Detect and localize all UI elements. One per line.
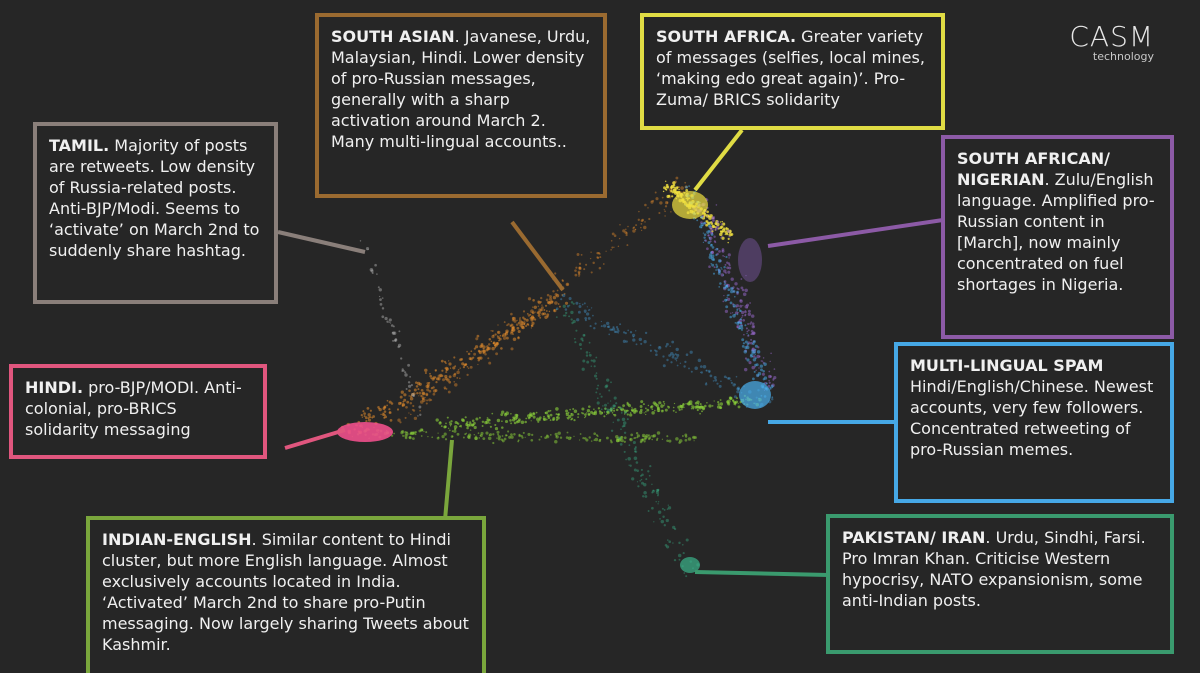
south-asian-cluster-text: . Javanese, Urdu, Malaysian, Hindi. Lowe…	[331, 27, 591, 151]
multi-spam-cluster-title: MULTI-LINGUAL SPAM	[910, 356, 1104, 375]
indian-english-cluster-title: INDIAN-ENGLISH	[102, 530, 252, 549]
tamil-cluster-text: Majority of posts are retweets. Low dens…	[49, 136, 260, 260]
grey-trail	[359, 240, 422, 417]
orange-band	[340, 294, 569, 438]
multi-spam-cluster-box: MULTI-LINGUAL SPAM Hindi/English/Chinese…	[894, 342, 1174, 503]
blue-blob	[739, 381, 771, 409]
south-asian-cluster-box: SOUTH ASIAN. Javanese, Urdu, Malaysian, …	[315, 13, 607, 198]
pakistan-iran-cluster-title: PAKISTAN/ IRAN	[842, 528, 986, 547]
blue-fan	[555, 293, 774, 408]
pakistan-iran-cluster-box: PAKISTAN/ IRAN. Urdu, Sindhi, Farsi. Pro…	[826, 514, 1174, 654]
green-band-low	[356, 427, 697, 445]
tamil-cluster-box: TAMIL. Majority of posts are retweets. L…	[33, 122, 278, 304]
indian-english-cluster-box: INDIAN-ENGLISH. Similar content to Hindi…	[86, 516, 486, 673]
leader-line-indian-english	[443, 439, 454, 521]
pakistan-iran-cluster-text: . Urdu, Sindhi, Farsi. Pro Imran Khan. C…	[842, 528, 1146, 610]
indian-english-cluster-text: . Similar content to Hindi cluster, but …	[102, 530, 469, 654]
sa-nigerian-cluster-title: SOUTH AFRICAN/ NIGERIAN	[957, 149, 1110, 189]
leader-lines	[277, 128, 944, 577]
leader-line-hindi	[284, 428, 346, 450]
teal-band	[555, 301, 700, 578]
sa-nigerian-cluster-box: SOUTH AFRICAN/ NIGERIAN. Zulu/English la…	[941, 135, 1174, 339]
leader-line-south-asian	[510, 220, 565, 292]
hindi-cluster-box: HINDI. pro-BJP/MODI. Anti-colonial, pro-…	[9, 364, 267, 459]
leader-line-south-africa	[693, 128, 744, 192]
hindi-cluster-title: HINDI.	[25, 378, 84, 397]
point-cloud	[337, 176, 777, 578]
south-africa-cluster-title: SOUTH AFRICA.	[656, 27, 797, 46]
hindi-cluster-text: pro-BJP/MODI. Anti-colonial, pro-BRICS s…	[25, 378, 242, 439]
tamil-cluster-title: TAMIL.	[49, 136, 110, 155]
south-africa-cluster-text: Greater variety of messages (selfies, lo…	[656, 27, 925, 109]
orange-band-upper	[397, 176, 688, 424]
teal-blob	[680, 557, 700, 573]
green-band	[435, 394, 762, 432]
leader-line-tamil	[277, 230, 366, 254]
logo-name: CASM	[1069, 20, 1154, 53]
leader-line-sa-nigerian	[767, 218, 944, 248]
logo-subtitle: technology	[1092, 50, 1154, 63]
south-asian-cluster-title: SOUTH ASIAN	[331, 27, 455, 46]
sa-nigerian-cluster-text: . Zulu/English language. Amplified pro-R…	[957, 170, 1155, 294]
multi-spam-cluster-text: Hindi/English/Chinese. Newest accounts, …	[910, 377, 1154, 459]
pink-blob	[337, 422, 393, 442]
south-africa-cluster-box: SOUTH AFRICA. Greater variety of message…	[640, 13, 945, 130]
blue-band	[684, 185, 774, 399]
purple-blob	[738, 238, 762, 282]
yellow-blob	[672, 191, 708, 219]
casm-logo: CASM technology	[1069, 20, 1154, 64]
leader-line-pakistan-iran	[694, 570, 829, 577]
purple-band	[692, 197, 777, 392]
